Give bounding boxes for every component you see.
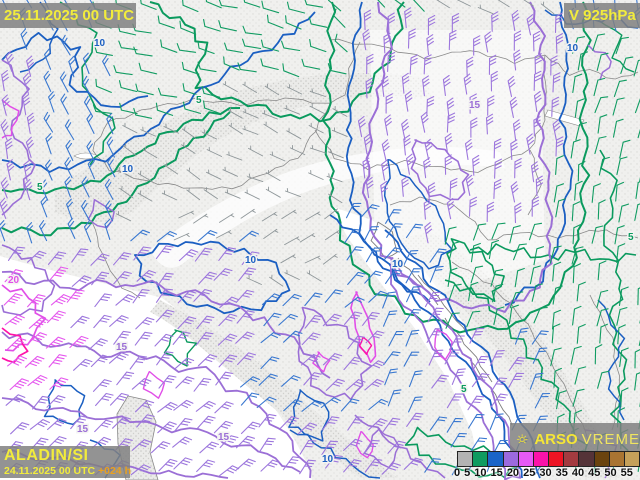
isotach-contour-10 bbox=[1, 11, 316, 173]
isotach-contour-15 bbox=[1, 270, 331, 379]
isotach-contour-15 bbox=[1, 244, 56, 316]
legend-swatch bbox=[579, 452, 595, 466]
isotach-contour-25 bbox=[1, 327, 29, 364]
isotach-contour-15 bbox=[410, 139, 470, 201]
legend-color-bar bbox=[457, 451, 640, 467]
legend-swatch bbox=[594, 452, 610, 466]
legend-swatch bbox=[503, 452, 519, 466]
legend-swatch bbox=[564, 452, 580, 466]
isotach-contour-10 bbox=[383, 159, 453, 270]
wind-speed-legend: 0 5 10 15 20 25 30 35 40 45 50 55 bbox=[454, 451, 640, 479]
legend-tick: 20 bbox=[506, 467, 520, 479]
legend-swatch bbox=[458, 452, 474, 466]
legend-tick: 35 bbox=[555, 467, 568, 479]
isotach-contour-10 bbox=[288, 389, 330, 442]
wind-barbs-15 bbox=[0, 7, 564, 477]
legend-swatch bbox=[518, 452, 534, 466]
legend-tick: 30 bbox=[539, 467, 552, 479]
isotach-contour-15 bbox=[87, 199, 115, 229]
pannonian-plain-light bbox=[370, 30, 545, 300]
contour-label: 15 bbox=[469, 100, 481, 111]
contour-label: 5 bbox=[628, 232, 634, 243]
isotach-contour-20 bbox=[142, 371, 166, 399]
mountains-apennines bbox=[150, 300, 398, 478]
legend-tick: 45 bbox=[588, 467, 601, 479]
sun-icon bbox=[516, 434, 528, 444]
isotach-contour-15 bbox=[390, 257, 522, 480]
contour-label: 15 bbox=[218, 432, 230, 443]
legend-tick: 5 bbox=[464, 467, 471, 479]
isotach-contour-20 bbox=[1, 99, 20, 139]
legend-tick: 25 bbox=[523, 467, 536, 479]
valid-time-box: 25.11.2025 00 UTC bbox=[0, 3, 136, 28]
arso-brand-bold: ARSO bbox=[534, 430, 578, 448]
legend-tick: 40 bbox=[571, 467, 585, 479]
model-run-line: 24.11.2025 00 UTC +024 h bbox=[4, 466, 131, 477]
isotach-contour-5 bbox=[446, 238, 505, 302]
arso-brand-light: VREME bbox=[581, 430, 640, 448]
lead-time: +024 h bbox=[98, 464, 131, 477]
legend-tick: 50 bbox=[604, 467, 617, 479]
wind-barbs-calm bbox=[115, 0, 555, 287]
model-name: ALADIN/SI bbox=[4, 446, 89, 464]
contour-label: 5 bbox=[461, 384, 467, 395]
isotach-contour-15 bbox=[1, 397, 301, 473]
sea-west-mediterranean bbox=[0, 256, 312, 480]
model-info-box: ALADIN/SI 24.11.2025 00 UTC +024 h bbox=[0, 446, 131, 478]
legend-swatch bbox=[533, 452, 550, 466]
legend-swatch bbox=[473, 452, 489, 466]
contour-label: 5 bbox=[196, 95, 202, 106]
contour-label-layer: 10 10 5 15 10 5 5 10 10 20 15 5 15 15 10 bbox=[7, 37, 636, 467]
wind-barbs-20 bbox=[3, 266, 89, 391]
legend-swatch bbox=[624, 452, 640, 466]
isotach-contour-5 bbox=[163, 329, 198, 367]
isotach-contour-10 bbox=[345, 1, 431, 303]
legend-swatch bbox=[549, 452, 565, 466]
legend-tick: 0 bbox=[454, 467, 461, 479]
contour-label: 10 bbox=[322, 454, 334, 465]
contour-label: 10 bbox=[94, 38, 106, 49]
contour-label: 10 bbox=[245, 255, 257, 266]
contour-label: 15 bbox=[77, 424, 89, 435]
legend-tick: 10 bbox=[474, 467, 487, 479]
isotach-contour-10 bbox=[134, 240, 291, 315]
isotach-contour-5 bbox=[1, 111, 231, 237]
isotach-contour-10 bbox=[43, 379, 86, 426]
isotach-contour-15 bbox=[587, 44, 612, 81]
legend-tick-row: 0 5 10 15 20 25 30 35 40 45 50 55 bbox=[454, 467, 640, 479]
isotach-contour-20 bbox=[355, 430, 374, 459]
isotach-contour-10 bbox=[329, 214, 523, 479]
contour-label: 15 bbox=[116, 342, 128, 353]
isotach-contour-15 bbox=[1, 331, 312, 479]
lake-balaton bbox=[544, 109, 585, 127]
run-time: 24.11.2025 00 UTC bbox=[4, 464, 96, 477]
isotach-contour-10 bbox=[597, 299, 626, 421]
isotach-contour-5 bbox=[321, 1, 592, 334]
level-box: V 925hPa bbox=[564, 3, 640, 28]
isotach-contour-15 bbox=[297, 306, 373, 401]
legend-tick: 15 bbox=[490, 467, 503, 479]
contour-label: 10 bbox=[122, 164, 134, 175]
isotach-contour-20 bbox=[350, 291, 377, 364]
mountains-alps bbox=[55, 73, 432, 223]
arso-logo-box: ARSO VREME bbox=[510, 423, 640, 455]
legend-tick: 55 bbox=[620, 467, 633, 479]
contour-label: 10 bbox=[567, 43, 579, 54]
contour-label: 5 bbox=[37, 182, 43, 193]
isotach-contour-10 bbox=[1, 32, 149, 108]
level-text: V 925hPa bbox=[569, 7, 636, 24]
contour-label: 10 bbox=[392, 259, 404, 270]
isotach-contour-5 bbox=[404, 426, 521, 479]
isotach-contour-5 bbox=[149, 1, 405, 123]
isotach-contour-15 bbox=[363, 427, 400, 469]
isotach-contour-5 bbox=[599, 149, 629, 461]
contour-label: 20 bbox=[8, 275, 20, 286]
legend-swatch bbox=[488, 452, 504, 466]
legend-swatch bbox=[609, 452, 625, 466]
valid-time-text: 25.11.2025 00 UTC bbox=[4, 7, 135, 24]
isotach-contour-20 bbox=[312, 351, 331, 373]
